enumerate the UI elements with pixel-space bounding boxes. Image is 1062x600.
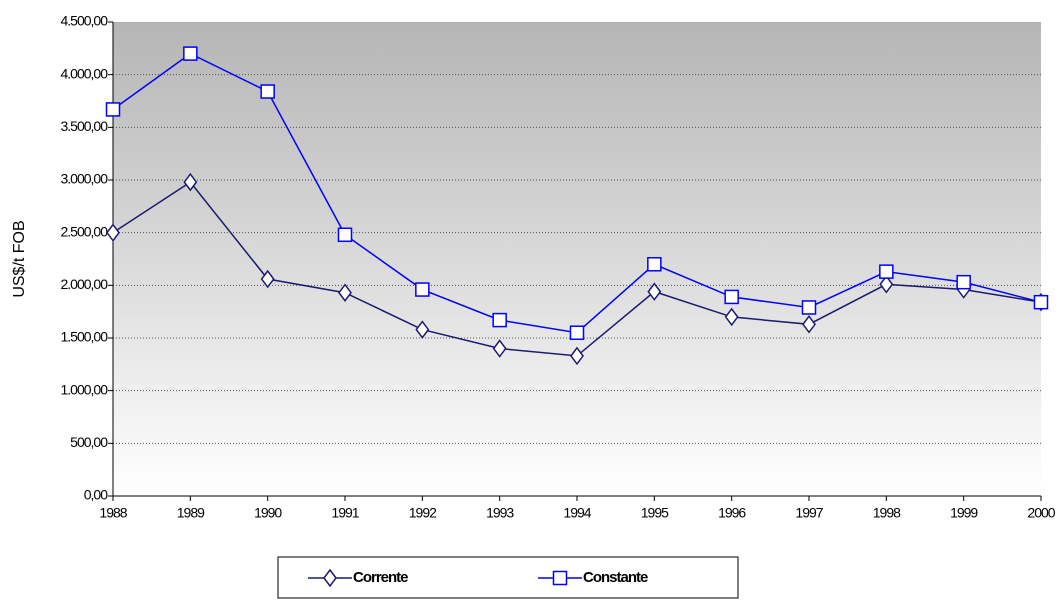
- x-tick-label: 2000: [1027, 505, 1055, 521]
- legend-marker: [552, 570, 568, 586]
- data-point: [415, 320, 430, 339]
- x-tick-label: 1995: [641, 505, 669, 521]
- legend-label: Corrente: [353, 569, 408, 586]
- data-point: [183, 172, 198, 192]
- data-point: [105, 102, 121, 117]
- data-point: [106, 223, 120, 242]
- y-tick-label: 4.500,00: [61, 13, 109, 29]
- data-point: [879, 275, 894, 294]
- y-tick-label: 2.000,00: [61, 276, 109, 292]
- y-tick-label: 0,00: [84, 487, 108, 503]
- y-axis-title: US$/t FOB: [11, 220, 28, 297]
- data-point: [492, 312, 507, 328]
- y-tick-label: 4.000,00: [61, 65, 109, 81]
- x-tick-label: 1988: [99, 505, 127, 521]
- data-point: [724, 289, 739, 305]
- data-point: [183, 46, 198, 61]
- x-tick-label: 1994: [563, 505, 591, 521]
- legend-label: Constante: [583, 569, 648, 586]
- data-point: [260, 84, 275, 99]
- x-tick-label: 1989: [177, 505, 205, 521]
- data-point: [337, 227, 353, 243]
- y-tick-label: 1.000,00: [61, 381, 109, 397]
- legend: Corrente Constante: [277, 556, 739, 599]
- data-point: [570, 346, 584, 366]
- y-tick-label: 3.000,00: [61, 171, 109, 187]
- data-point: [647, 282, 662, 301]
- plot-area: [113, 22, 1041, 496]
- data-point: [415, 282, 430, 297]
- data-point: [569, 325, 585, 340]
- data-point: [1033, 294, 1049, 310]
- data-point: [260, 269, 275, 289]
- data-point: [802, 315, 816, 334]
- x-tick-label: 1993: [486, 505, 514, 521]
- y-tick-label: 1.500,00: [61, 329, 109, 345]
- x-tick-label: 1999: [950, 505, 978, 521]
- y-tick-label: 500,00: [70, 434, 108, 450]
- y-tick-label: 2.500,00: [61, 223, 109, 239]
- data-point: [338, 283, 352, 302]
- x-tick-label: 1998: [873, 505, 901, 521]
- data-point: [724, 307, 739, 327]
- data-point: [647, 257, 662, 272]
- data-point: [956, 274, 971, 290]
- data-point: [801, 300, 817, 315]
- data-point: [879, 264, 894, 279]
- x-tick-label: 1997: [795, 505, 823, 521]
- x-tick-label: 1990: [254, 505, 282, 521]
- x-tick-label: 1996: [718, 505, 746, 521]
- x-tick-label: 1991: [331, 505, 359, 521]
- data-point: [492, 339, 507, 358]
- x-tick-label: 1992: [409, 505, 437, 521]
- legend-box: [277, 556, 739, 599]
- legend-marker: [323, 568, 337, 588]
- y-tick-label: 3.500,00: [61, 118, 109, 134]
